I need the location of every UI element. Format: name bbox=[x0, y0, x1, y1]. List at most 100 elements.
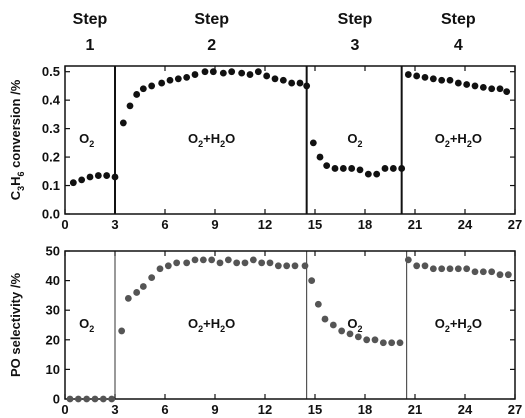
x-tick-label: 27 bbox=[508, 402, 522, 417]
step-number: 2 bbox=[207, 37, 216, 54]
data-point bbox=[413, 262, 421, 270]
gas-condition-label: O2 bbox=[347, 316, 362, 334]
data-point bbox=[339, 165, 347, 172]
step-title: Step bbox=[441, 11, 476, 28]
plot-frame bbox=[64, 65, 516, 215]
data-point bbox=[233, 259, 241, 267]
data-point bbox=[363, 336, 371, 344]
data-point bbox=[139, 283, 147, 290]
data-point bbox=[174, 75, 182, 83]
x-tick-label: 12 bbox=[258, 217, 272, 232]
data-point bbox=[191, 71, 199, 78]
x-tick-label: 6 bbox=[161, 402, 168, 417]
data-point bbox=[314, 300, 322, 308]
data-point bbox=[321, 315, 329, 323]
data-point bbox=[438, 76, 446, 84]
data-point bbox=[246, 71, 254, 78]
data-point bbox=[503, 88, 511, 96]
gas-condition-label: O2+H2O bbox=[435, 316, 482, 334]
gas-condition-label: O2 bbox=[347, 131, 362, 149]
data-point bbox=[201, 68, 209, 76]
data-point bbox=[108, 395, 116, 403]
data-point bbox=[228, 68, 236, 76]
x-tick-label: 18 bbox=[358, 402, 372, 417]
data-point bbox=[238, 69, 246, 77]
data-point bbox=[404, 71, 412, 78]
data-point bbox=[133, 91, 141, 98]
x-tick-label: 15 bbox=[308, 217, 322, 232]
data-point bbox=[156, 265, 164, 273]
gas-condition-label: O2+H2O bbox=[188, 316, 235, 334]
data-point bbox=[429, 75, 437, 83]
gas-condition-label: O2 bbox=[79, 316, 94, 334]
data-point bbox=[488, 268, 496, 276]
data-point bbox=[254, 68, 262, 76]
x-tick-label: 3 bbox=[111, 217, 118, 232]
data-point bbox=[354, 333, 362, 341]
data-point bbox=[463, 81, 471, 88]
data-point bbox=[429, 265, 437, 273]
data-point bbox=[91, 395, 99, 403]
x-tick-label: 6 bbox=[161, 217, 168, 232]
data-point bbox=[316, 153, 324, 161]
x-tick-label: 18 bbox=[358, 217, 372, 232]
y-tick-label: 20 bbox=[46, 332, 60, 347]
data-point bbox=[148, 82, 156, 90]
step-headers: Step 1 Step 2 Step 3 Step 4 bbox=[73, 11, 476, 54]
y-tick-label: 50 bbox=[46, 244, 60, 259]
y-tick-label: 40 bbox=[46, 273, 60, 288]
x-tick-label: 0 bbox=[61, 402, 68, 417]
selectivity-panel: 0 3 6 9 12 15 18 21 24 27 0 10 20 30 40 50 PO selectivit… bbox=[8, 244, 522, 418]
data-point bbox=[446, 265, 454, 273]
x-tick-label: 15 bbox=[308, 402, 322, 417]
data-point bbox=[488, 85, 496, 93]
data-point bbox=[421, 73, 429, 81]
data-point bbox=[454, 265, 462, 273]
data-point bbox=[308, 277, 316, 284]
data-point bbox=[94, 172, 102, 179]
data-point bbox=[166, 76, 174, 84]
data-point bbox=[148, 274, 156, 282]
data-point bbox=[291, 262, 299, 270]
data-point bbox=[209, 68, 217, 76]
data-point bbox=[173, 259, 181, 267]
data-point bbox=[379, 339, 387, 347]
data-point bbox=[389, 165, 397, 172]
data-point bbox=[118, 327, 126, 335]
data-point bbox=[266, 259, 274, 267]
x-tick-label: 3 bbox=[111, 402, 118, 417]
data-point bbox=[283, 262, 291, 270]
data-point bbox=[258, 259, 266, 267]
data-point bbox=[446, 76, 454, 84]
data-point bbox=[348, 165, 356, 172]
x-tick-label: 27 bbox=[508, 217, 522, 232]
gas-condition-label: O2+H2O bbox=[435, 131, 482, 149]
y-tick-label: 0 bbox=[53, 392, 60, 407]
data-point bbox=[74, 395, 82, 403]
data-point bbox=[364, 170, 372, 178]
data-point bbox=[219, 69, 227, 77]
data-point bbox=[139, 85, 147, 93]
data-point bbox=[124, 294, 132, 302]
x-tick-label: 21 bbox=[408, 402, 422, 417]
step-title: Step bbox=[73, 11, 108, 28]
step-number: 4 bbox=[454, 37, 463, 54]
data-point bbox=[288, 79, 296, 87]
data-point bbox=[371, 336, 379, 344]
data-point bbox=[346, 330, 354, 338]
y-tick-label: 30 bbox=[46, 303, 60, 318]
data-point bbox=[413, 72, 421, 80]
y-axis-label: C3H6 conversion /% bbox=[8, 79, 26, 200]
x-tick-label: 12 bbox=[258, 402, 272, 417]
data-point bbox=[241, 259, 249, 267]
data-point bbox=[83, 395, 91, 403]
y-tick-label: 0.0 bbox=[42, 207, 60, 222]
data-point bbox=[78, 176, 86, 184]
data-point bbox=[164, 262, 172, 270]
y-tick-label: 0.4 bbox=[42, 93, 61, 108]
data-point bbox=[66, 395, 74, 403]
data-point bbox=[183, 259, 191, 267]
data-point bbox=[496, 271, 504, 279]
y-tick-label: 0.1 bbox=[42, 178, 60, 193]
data-point bbox=[191, 256, 199, 264]
